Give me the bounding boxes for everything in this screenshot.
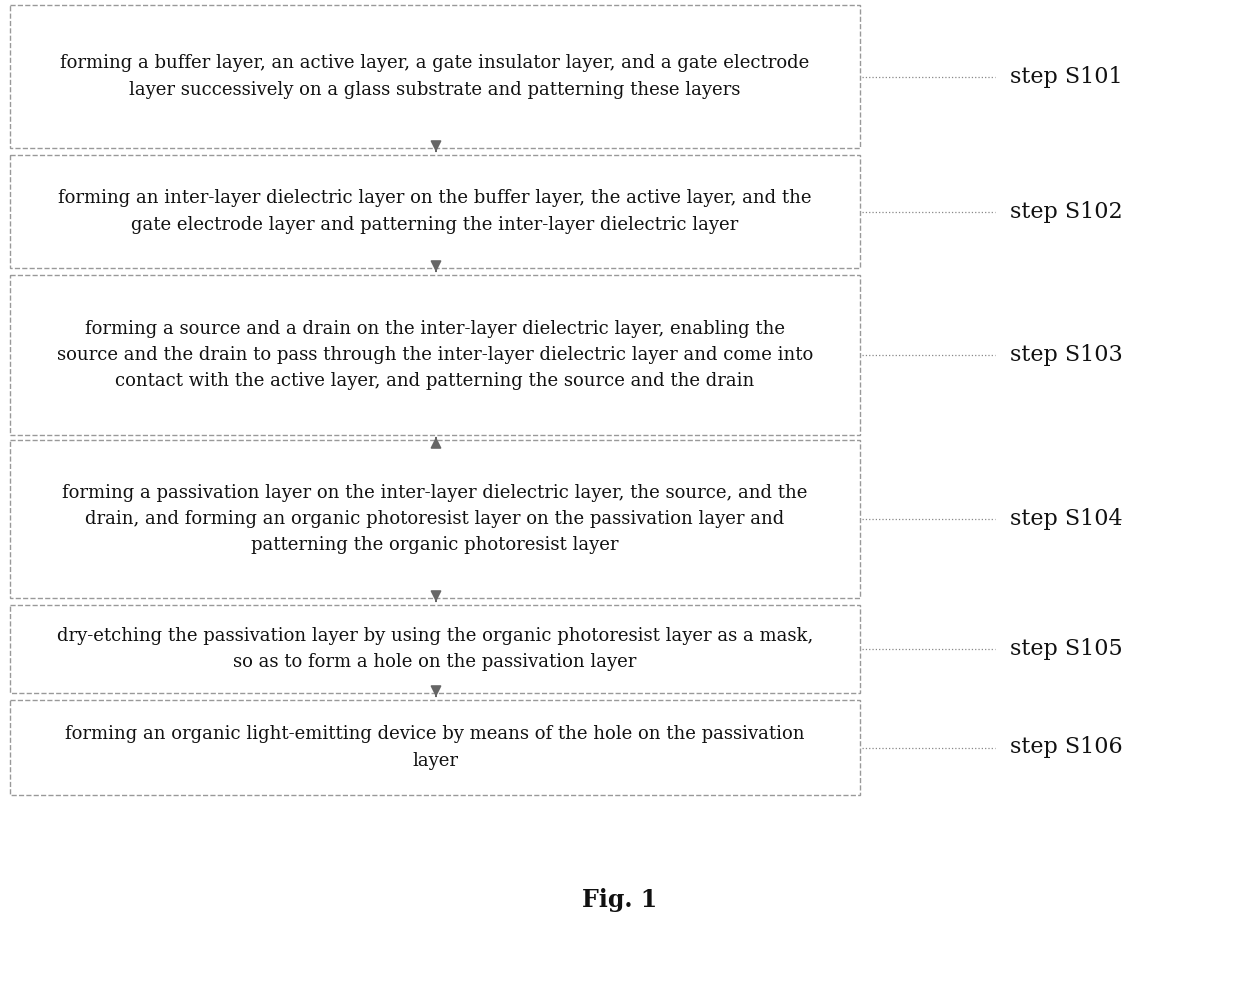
Text: step S101: step S101 [1011,66,1122,87]
FancyBboxPatch shape [10,155,861,268]
FancyBboxPatch shape [10,440,861,598]
Text: step S104: step S104 [1011,508,1122,530]
Text: forming a passivation layer on the inter-layer dielectric layer, the source, and: forming a passivation layer on the inter… [62,483,807,555]
FancyBboxPatch shape [10,5,861,148]
Text: forming an organic light-emitting device by means of the hole on the passivation: forming an organic light-emitting device… [66,726,805,770]
Text: step S106: step S106 [1011,736,1122,758]
Text: Fig. 1: Fig. 1 [583,888,657,912]
Text: dry-etching the passivation layer by using the organic photoresist layer as a ma: dry-etching the passivation layer by usi… [57,627,813,672]
Text: step S105: step S105 [1011,638,1122,660]
FancyBboxPatch shape [10,275,861,435]
Text: step S103: step S103 [1011,344,1122,366]
Text: forming a source and a drain on the inter-layer dielectric layer, enabling the
s: forming a source and a drain on the inte… [57,319,813,391]
Text: forming a buffer layer, an active layer, a gate insulator layer, and a gate elec: forming a buffer layer, an active layer,… [61,54,810,99]
FancyBboxPatch shape [10,700,861,795]
Text: forming an inter-layer dielectric layer on the buffer layer, the active layer, a: forming an inter-layer dielectric layer … [58,190,812,234]
Text: step S102: step S102 [1011,200,1122,223]
FancyBboxPatch shape [10,605,861,693]
